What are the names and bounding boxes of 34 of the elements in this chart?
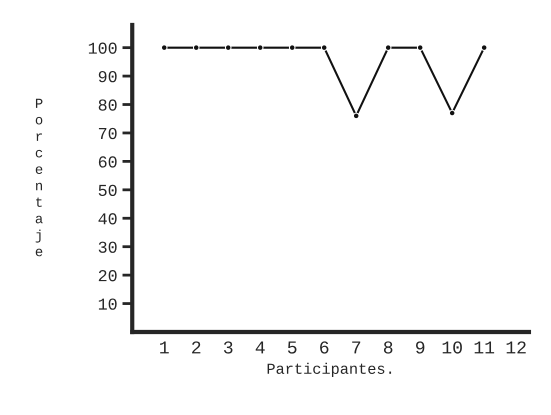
x-tick-label: 5 (288, 342, 296, 354)
y-tick-label: 30 (98, 242, 117, 253)
y-tick-label: 80 (98, 99, 117, 111)
point (224, 44, 232, 51)
x-tick-label: 8 (384, 341, 392, 354)
y-tick-label: 100 (88, 42, 117, 54)
x-tick-label: 7 (352, 342, 360, 354)
x-tick-label: 11 (474, 342, 494, 354)
y-tick-label: 60 (98, 156, 117, 168)
y-tick-label: 10 (98, 298, 117, 310)
x-tick-label: 2 (192, 341, 200, 354)
x-tick-label: 4 (256, 342, 265, 354)
x-tick-label: 6 (320, 341, 328, 354)
x-axis-title: Participantes. (268, 362, 392, 377)
point (384, 44, 392, 51)
y-tick-label: 70 (98, 128, 117, 140)
x-tick-label: 3 (224, 341, 232, 354)
point (416, 44, 424, 51)
point (288, 44, 296, 51)
x-tick-label: 1 (160, 342, 169, 354)
x-tick-label: 9 (416, 341, 424, 354)
point (448, 110, 456, 116)
x-tick-label: 10 (442, 341, 462, 354)
x-tick-label: 12 (506, 341, 526, 354)
point (320, 44, 328, 51)
text: Porcentaje (36, 98, 43, 256)
point (192, 44, 200, 51)
y-tick-label: 40 (98, 213, 117, 224)
point (352, 112, 360, 120)
y-tick-label: 90 (98, 70, 117, 82)
y-tick-label: 50 (98, 184, 117, 196)
point (480, 44, 488, 51)
point (256, 44, 264, 51)
y-tick-label: 20 (98, 270, 117, 282)
